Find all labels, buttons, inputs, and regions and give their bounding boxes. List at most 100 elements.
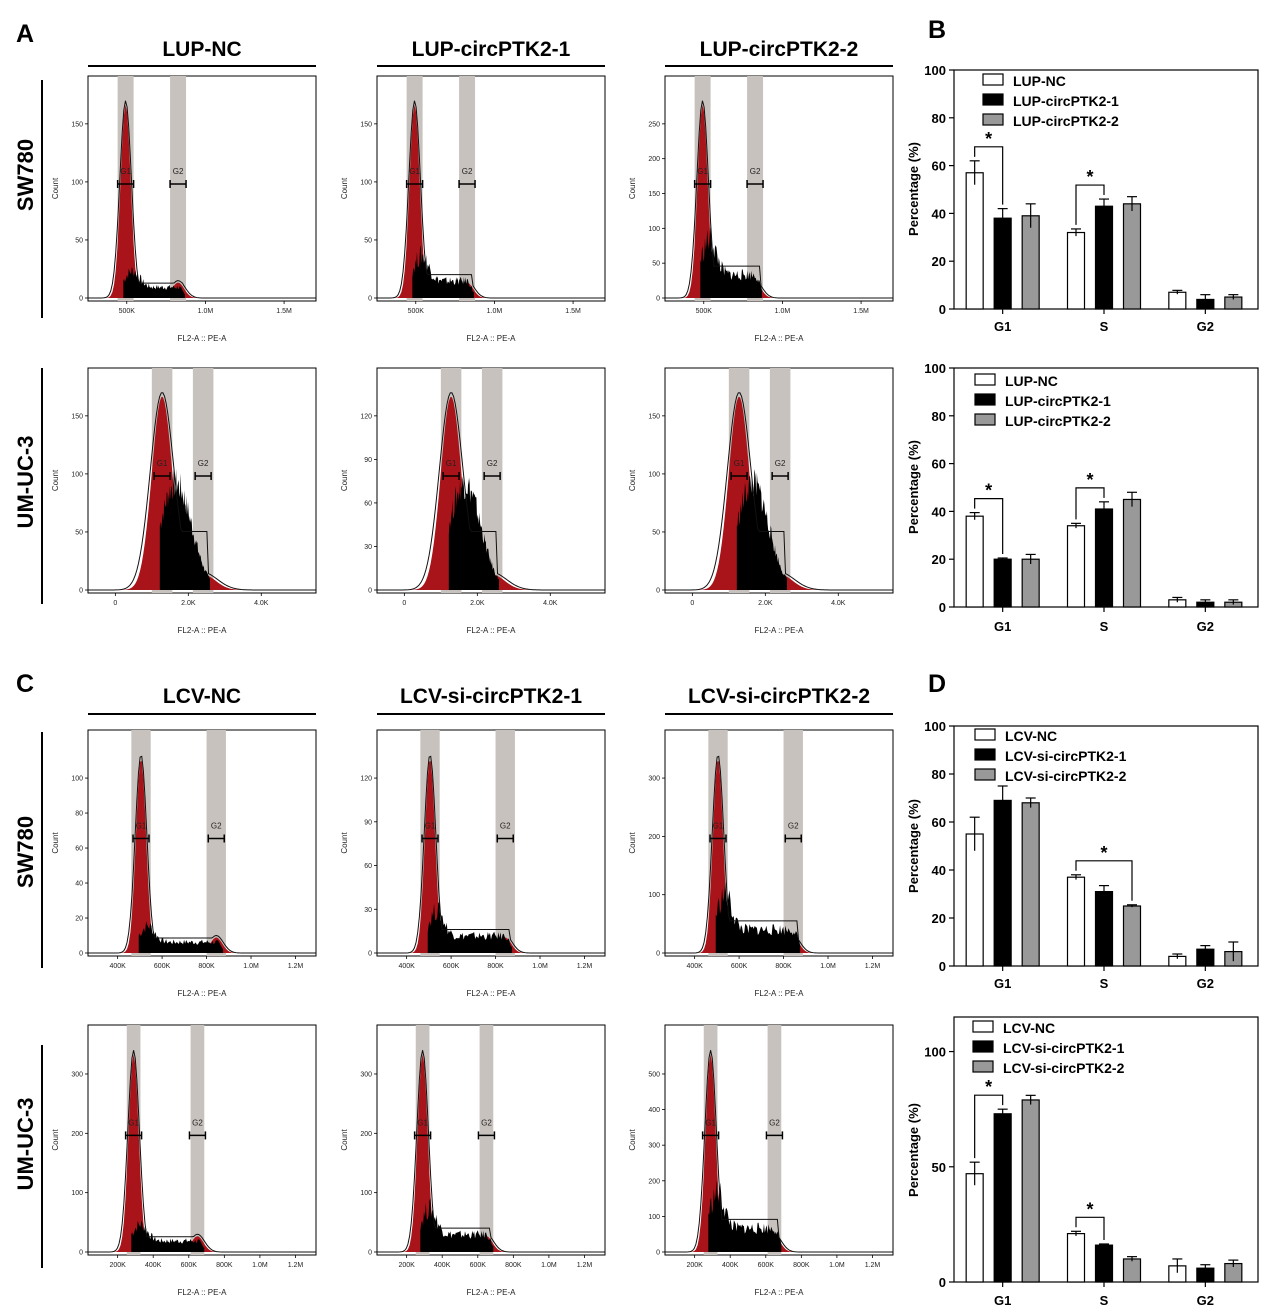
bar-chart-D-UM-UC-3: 0 50 100 Percentage (%) G1 S G2 * * LCV-NC LCV-si-… bbox=[906, 1016, 1259, 1307]
x-tick-label: 4.0K bbox=[543, 600, 558, 607]
overlay-curve bbox=[377, 755, 605, 954]
y-tick-label: 60 bbox=[364, 863, 372, 870]
legend-label: LCV-si-circPTK2-1 bbox=[1003, 1040, 1125, 1056]
y-axis-title: Count bbox=[51, 832, 60, 854]
x-tick-label: 1.0M bbox=[541, 1262, 557, 1269]
g2-gate-label: G2 bbox=[192, 1118, 203, 1127]
g2-gate-band bbox=[459, 76, 476, 301]
y-tick-label: 60 bbox=[364, 500, 372, 507]
y-tick-label: 0 bbox=[368, 296, 372, 303]
g2-gate-band bbox=[481, 368, 503, 593]
y-axis-title: Count bbox=[340, 832, 349, 854]
legend-swatch bbox=[974, 768, 996, 781]
legend-swatch bbox=[982, 73, 1004, 86]
y-tick-label: 200 bbox=[648, 834, 660, 841]
y-tick-label: 300 bbox=[360, 1071, 372, 1078]
x-tick-label: 0 bbox=[690, 600, 694, 607]
y-axis-title: Percentage (%) bbox=[906, 142, 921, 236]
y-tick-label: 0 bbox=[79, 588, 83, 595]
y-tick-label: 50 bbox=[364, 237, 372, 244]
y-tick-label: 100 bbox=[648, 1214, 660, 1221]
y-tick-label: 50 bbox=[932, 1160, 946, 1175]
row-label: SW780 bbox=[13, 139, 38, 211]
x-tick-label: 400K bbox=[145, 1262, 162, 1269]
x-tick-label: 2.0K bbox=[181, 600, 196, 607]
y-tick-label: 0 bbox=[368, 951, 372, 958]
column-title: LUP-NC bbox=[162, 38, 241, 61]
y-tick-label: 200 bbox=[648, 156, 660, 163]
column-title: LCV-NC bbox=[163, 685, 241, 708]
y-tick-label: 40 bbox=[932, 863, 946, 878]
y-tick-label: 50 bbox=[652, 529, 660, 536]
s-phase-region bbox=[708, 1179, 782, 1252]
y-tick-label: 100 bbox=[924, 361, 946, 376]
x-axis-title: FL2-A :: PE-A bbox=[178, 334, 228, 343]
x-tick-label: 1.2M bbox=[288, 963, 304, 970]
y-tick-label: 90 bbox=[364, 819, 372, 826]
y-tick-label: 100 bbox=[360, 1190, 372, 1197]
g2-peak bbox=[88, 1236, 316, 1252]
g1-peak bbox=[377, 397, 605, 590]
y-tick-label: 300 bbox=[71, 1071, 83, 1078]
legend-label: LCV-NC bbox=[1005, 728, 1057, 744]
g2-gate-label: G2 bbox=[775, 459, 786, 468]
x-tick-label: 200K bbox=[398, 1262, 415, 1269]
x-tick-label: 0 bbox=[113, 600, 117, 607]
s-phase-region bbox=[131, 1220, 205, 1252]
bar bbox=[1168, 291, 1187, 310]
x-tick-label: 1.2M bbox=[865, 1262, 881, 1269]
x-axis-title: FL2-A :: PE-A bbox=[178, 626, 228, 635]
bar bbox=[965, 833, 984, 967]
y-axis-title: Count bbox=[51, 1129, 60, 1151]
y-tick-label: 200 bbox=[71, 1131, 83, 1138]
legend-swatch bbox=[974, 748, 996, 761]
panel-label-D: D bbox=[928, 670, 946, 698]
x-tick-label: 1.5M bbox=[565, 308, 581, 315]
legend-label: LCV-NC bbox=[1003, 1020, 1055, 1036]
g1-gate-label: G1 bbox=[713, 821, 724, 830]
row-label: UM-UC-3 bbox=[13, 436, 38, 529]
x-tick-label: 800K bbox=[487, 963, 504, 970]
x-tick-label: 600K bbox=[154, 963, 171, 970]
panel-label-B: B bbox=[928, 16, 946, 44]
legend-label: LCV-si-circPTK2-1 bbox=[1005, 748, 1127, 764]
x-axis-title: FL2-A :: PE-A bbox=[755, 989, 805, 998]
y-axis-title: Count bbox=[628, 177, 637, 199]
category-label: S bbox=[1100, 619, 1109, 634]
bar bbox=[1066, 1233, 1086, 1283]
y-tick-label: 60 bbox=[75, 846, 83, 853]
x-tick-label: 500K bbox=[119, 308, 136, 315]
s-phase-region bbox=[412, 245, 474, 298]
x-tick-label: 800K bbox=[505, 1262, 522, 1269]
y-tick-label: 100 bbox=[924, 63, 946, 78]
overlay-curve bbox=[665, 1050, 893, 1253]
s-phase-region bbox=[427, 901, 513, 953]
y-tick-label: 50 bbox=[75, 529, 83, 536]
x-axis-title: FL2-A :: PE-A bbox=[178, 989, 228, 998]
g2-gate-band bbox=[783, 730, 803, 956]
y-tick-label: 20 bbox=[932, 254, 946, 269]
bar bbox=[1021, 558, 1040, 608]
x-tick-label: 400K bbox=[434, 1262, 451, 1269]
y-axis-title: Count bbox=[628, 832, 637, 854]
x-tick-label: 1.0M bbox=[198, 308, 214, 315]
category-label: G2 bbox=[1197, 319, 1214, 334]
y-tick-label: 120 bbox=[360, 413, 372, 420]
x-tick-label: 400K bbox=[109, 963, 126, 970]
g1-gate-label: G1 bbox=[705, 1118, 716, 1127]
x-tick-label: 1.5M bbox=[853, 308, 869, 315]
y-tick-label: 100 bbox=[648, 471, 660, 478]
y-tick-label: 0 bbox=[656, 296, 660, 303]
significance-star: * bbox=[985, 1077, 992, 1097]
overlay-curve bbox=[377, 1050, 605, 1253]
x-tick-label: 800K bbox=[198, 963, 215, 970]
category-label: G1 bbox=[994, 619, 1011, 634]
row-label: UM-UC-3 bbox=[13, 1098, 38, 1191]
y-tick-label: 80 bbox=[932, 767, 946, 782]
histogram-plot: G1 G2 0 20 40 60 80 100 400K 600K 800K 1.0M 1.2M Coun… bbox=[51, 729, 317, 998]
y-tick-label: 100 bbox=[648, 226, 660, 233]
overlay-curve bbox=[377, 100, 605, 299]
